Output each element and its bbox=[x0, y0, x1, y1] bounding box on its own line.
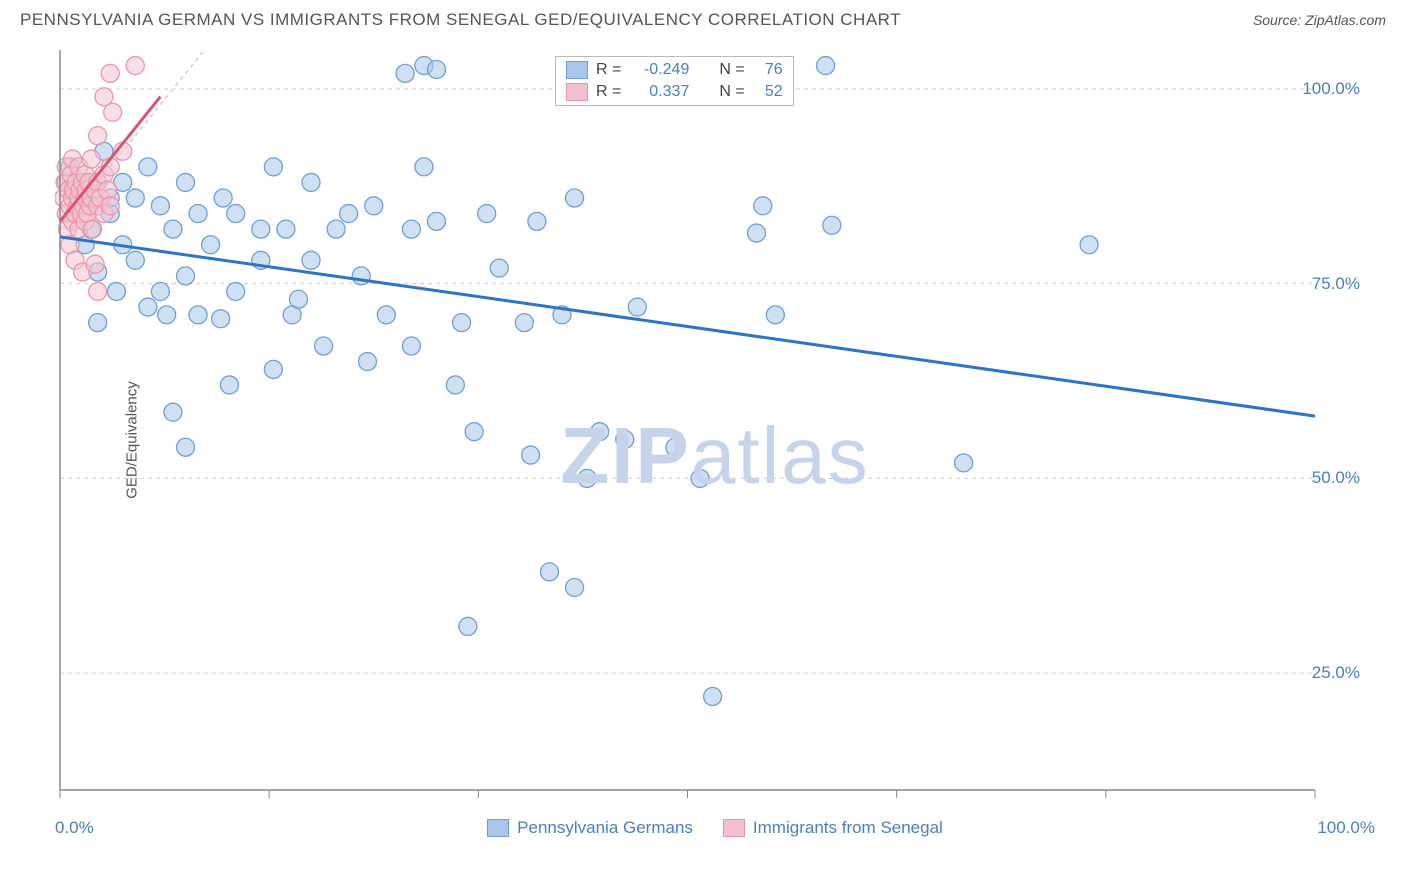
stats-legend: R =-0.249N =76R =0.337N =52 bbox=[555, 56, 794, 106]
legend-label: Immigrants from Senegal bbox=[753, 818, 943, 838]
legend-label: Pennsylvania Germans bbox=[517, 818, 693, 838]
y-tick-label: 100.0% bbox=[1302, 79, 1360, 99]
scatter-chart bbox=[55, 50, 1375, 830]
legend-swatch bbox=[566, 61, 588, 79]
legend-swatch bbox=[723, 819, 745, 837]
legend-item: Immigrants from Senegal bbox=[723, 818, 943, 838]
legend-swatch bbox=[566, 83, 588, 101]
series-legend: Pennsylvania Germans Immigrants from Sene… bbox=[55, 818, 1375, 838]
y-tick-label: 75.0% bbox=[1312, 274, 1360, 294]
y-tick-label: 50.0% bbox=[1312, 468, 1360, 488]
source-attribution: Source: ZipAtlas.com bbox=[1253, 12, 1386, 28]
stats-legend-row: R =-0.249N =76 bbox=[556, 59, 793, 81]
legend-swatch bbox=[487, 819, 509, 837]
y-tick-label: 25.0% bbox=[1312, 663, 1360, 683]
page-title: PENNSYLVANIA GERMAN VS IMMIGRANTS FROM S… bbox=[20, 10, 901, 30]
stats-legend-row: R =0.337N =52 bbox=[556, 81, 793, 103]
legend-item: Pennsylvania Germans bbox=[487, 818, 693, 838]
chart-container: GED/Equivalency ZIPatlas R =-0.249N =76R… bbox=[55, 50, 1375, 830]
